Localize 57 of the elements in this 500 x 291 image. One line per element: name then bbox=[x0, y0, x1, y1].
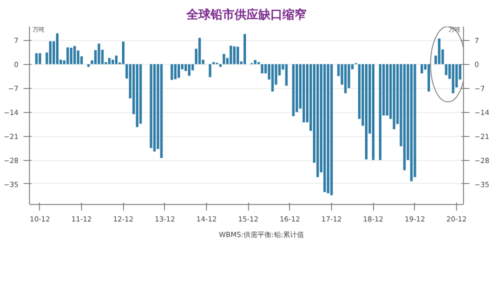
bar bbox=[49, 41, 52, 64]
bar bbox=[420, 64, 424, 74]
bar bbox=[108, 58, 111, 64]
bar bbox=[178, 64, 180, 78]
bar bbox=[198, 38, 201, 64]
bar bbox=[73, 46, 76, 64]
bar bbox=[444, 64, 448, 76]
bar bbox=[260, 64, 264, 74]
bar bbox=[326, 64, 330, 194]
bar bbox=[76, 50, 80, 64]
bar bbox=[296, 64, 298, 112]
bar bbox=[150, 64, 152, 148]
bar bbox=[428, 64, 430, 92]
bar bbox=[188, 64, 190, 76]
bar bbox=[410, 64, 413, 182]
bar bbox=[70, 48, 72, 64]
bar bbox=[136, 64, 138, 128]
bar bbox=[236, 46, 240, 64]
bar bbox=[219, 64, 222, 67]
bar bbox=[233, 46, 236, 64]
bar bbox=[56, 33, 59, 64]
bar bbox=[316, 64, 319, 178]
bar bbox=[302, 64, 306, 122]
bar bbox=[112, 60, 114, 64]
bar bbox=[344, 64, 347, 94]
bar bbox=[378, 64, 382, 160]
bar bbox=[222, 54, 226, 64]
bar bbox=[174, 64, 177, 80]
bar bbox=[414, 64, 416, 178]
bar bbox=[98, 44, 100, 64]
bar bbox=[208, 64, 212, 78]
bar bbox=[160, 64, 163, 158]
bar bbox=[323, 64, 326, 192]
bar bbox=[230, 46, 232, 64]
bar bbox=[170, 64, 174, 80]
bar bbox=[438, 38, 440, 64]
bar bbox=[254, 60, 256, 64]
bar bbox=[386, 64, 388, 116]
bar bbox=[365, 64, 368, 160]
bar bbox=[87, 64, 90, 67]
bar bbox=[153, 64, 156, 152]
bar bbox=[372, 64, 374, 160]
bar bbox=[271, 64, 274, 92]
bar bbox=[292, 64, 295, 116]
bar bbox=[115, 56, 118, 64]
chart-title: 全球铅市供应缺口缩窄 bbox=[186, 8, 306, 22]
bar bbox=[330, 64, 333, 196]
bar bbox=[139, 64, 142, 124]
bar bbox=[392, 64, 396, 130]
bar bbox=[244, 34, 246, 64]
bar bbox=[285, 64, 288, 86]
bar bbox=[452, 64, 454, 94]
bar bbox=[35, 53, 38, 64]
bar bbox=[38, 53, 42, 64]
bar bbox=[122, 42, 124, 64]
bar bbox=[403, 64, 406, 170]
bar bbox=[66, 47, 69, 64]
